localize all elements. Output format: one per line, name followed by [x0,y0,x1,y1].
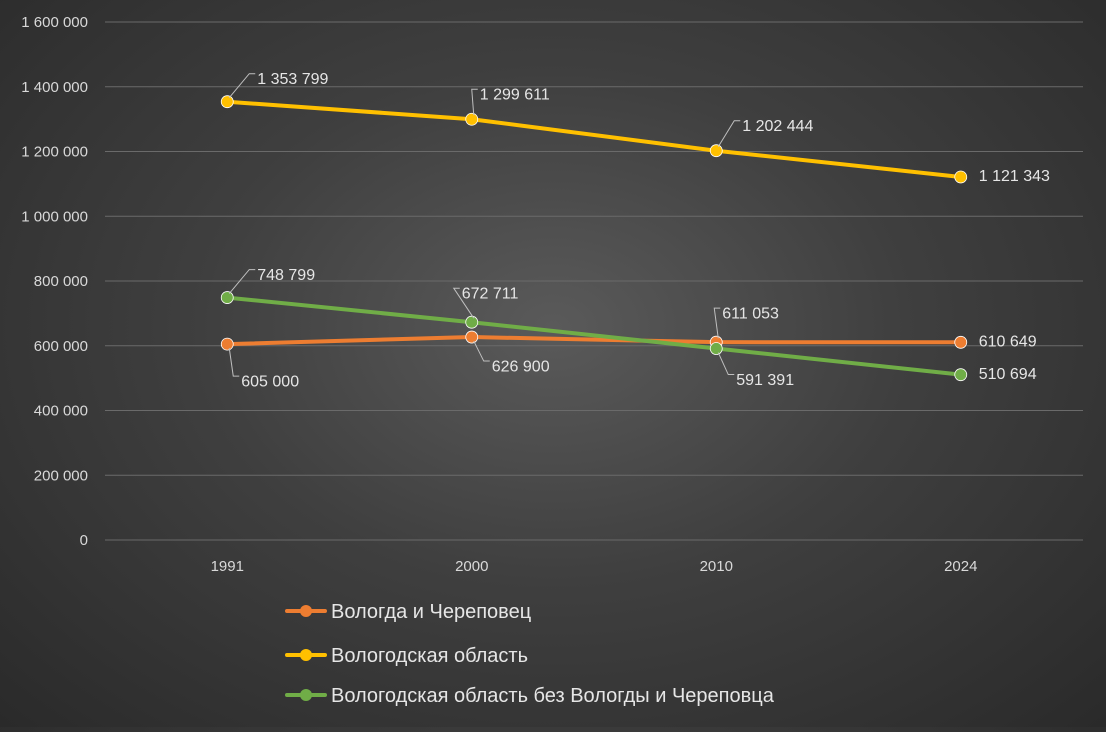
data-label: 748 799 [257,267,315,284]
legend-swatch-marker [300,689,312,701]
data-label: 510 694 [979,366,1037,383]
data-label: 591 391 [736,372,794,389]
y-tick-label: 0 [80,532,88,549]
label-leader-line [713,307,721,339]
data-point [465,112,479,126]
x-tick-label: 1991 [211,558,244,575]
data-point [954,335,968,349]
x-tick-label: 2010 [700,558,733,575]
legend-swatch-marker [300,649,312,661]
data-label: 1 299 611 [480,86,550,103]
legend: Вологда и Череповец Вологодская область Во… [285,601,775,707]
x-tick-label: 2024 [944,558,977,575]
series-line [225,99,963,179]
label-leader-line [452,287,475,319]
data-label: 1 353 799 [257,71,328,88]
y-axis-ticks: 0 200 000 400 000 600 000 800 000 1 000 000 1 … [21,14,88,549]
series-lines [220,95,968,382]
legend-label: Вологодская область [331,645,528,667]
y-tick-label: 400 000 [34,403,88,420]
data-label: 605 000 [241,373,299,390]
data-label: 610 649 [979,334,1037,351]
data-label: 672 711 [462,285,519,302]
data-point [220,337,234,351]
label-leader-line [473,340,490,362]
label-leader-line [471,88,478,116]
data-point [954,170,968,184]
series-line [225,335,963,347]
label-leader-line [717,120,741,147]
y-tick-label: 800 000 [34,273,88,290]
data-point [465,315,479,329]
y-tick-label: 600 000 [34,338,88,355]
x-axis-ticks: 1991 2000 2010 2024 [211,558,978,575]
data-point [709,342,723,355]
y-tick-label: 1 200 000 [21,144,88,161]
data-label: 626 900 [492,358,550,375]
data-point [954,368,968,382]
label-leader-line [717,352,735,376]
grid-lines [105,21,1083,541]
series-line [225,295,963,377]
y-tick-label: 1 400 000 [21,79,88,96]
data-point [220,291,234,304]
data-label: 1 202 444 [742,118,813,135]
y-tick-label: 200 000 [34,467,88,484]
legend-swatch-marker [300,605,312,617]
label-leader-line [228,269,256,294]
data-point [220,95,234,109]
legend-label: Вологодская область без Вологды и Черепо… [331,685,775,707]
label-leader-line [228,348,240,377]
data-label: 611 053 [722,305,779,322]
y-tick-label: 1 000 000 [21,208,88,225]
x-tick-label: 2000 [455,558,488,575]
data-label: 1 121 343 [979,168,1050,185]
label-leader-line [228,73,256,99]
data-point [465,330,479,344]
legend-label: Вологда и Череповец [331,601,531,623]
data-point [709,144,723,158]
data-labels: 605 000 626 900 611 053 610 649 1 353 799 1 2… [228,71,1050,390]
y-tick-label: 1 600 000 [21,14,88,31]
